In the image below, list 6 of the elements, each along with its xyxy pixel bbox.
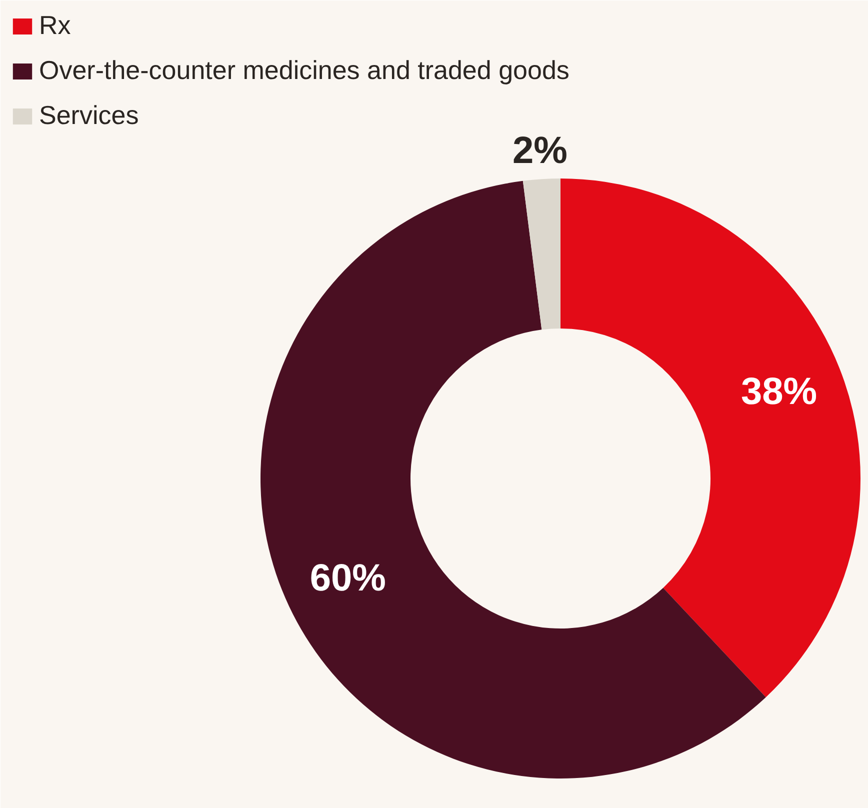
data-label: 38% [740, 370, 818, 413]
legend-label: Services [39, 100, 139, 131]
data-label: 2% [512, 130, 568, 172]
legend-label: Over-the-counter medicines and traded goods [39, 55, 570, 86]
legend-label: Rx [39, 10, 71, 41]
data-label: 60% [310, 558, 386, 600]
